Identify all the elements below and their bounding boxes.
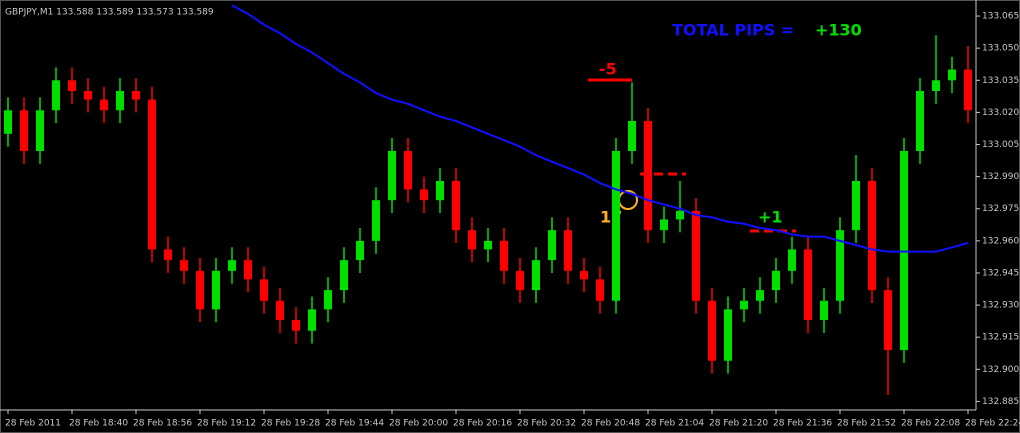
candle-body xyxy=(900,150,908,351)
candle-body xyxy=(356,240,364,261)
candle-body xyxy=(292,320,300,331)
x-tick-label: 28 Feb 22:24 xyxy=(965,419,1020,429)
candle-body xyxy=(756,290,764,301)
candle-body xyxy=(868,180,876,291)
y-tick-label: 133.005 xyxy=(982,140,1019,150)
x-tick-label: 28 Feb 18:56 xyxy=(133,419,192,429)
x-tick-label: 28 Feb 19:28 xyxy=(261,419,320,429)
x-tick-label: 28 Feb 21:36 xyxy=(773,419,832,429)
candle-body xyxy=(388,150,396,201)
y-tick-label: 133.050 xyxy=(982,44,1019,54)
candle-body xyxy=(372,200,380,241)
candle-body xyxy=(468,230,476,250)
candle-body xyxy=(708,300,716,361)
y-tick-label: 133.035 xyxy=(982,76,1019,86)
x-tick-label: 28 Feb 19:12 xyxy=(197,419,256,429)
candle-body xyxy=(772,270,780,291)
total-label: TOTAL PIPS = xyxy=(672,21,794,40)
y-tick-label: 132.945 xyxy=(982,268,1019,278)
candle-body xyxy=(836,230,844,301)
x-tick-label: 28 Feb 22:08 xyxy=(901,419,960,429)
candle-body xyxy=(228,260,236,271)
x-tick-label: 28 Feb 2011 xyxy=(5,419,61,429)
x-tick-label: 28 Feb 21:04 xyxy=(645,419,704,429)
candle-body xyxy=(4,110,12,134)
y-tick-label: 133.020 xyxy=(982,108,1019,118)
total-value: +130 xyxy=(815,21,862,40)
y-tick-label: 132.960 xyxy=(982,236,1019,246)
candle-body xyxy=(532,260,540,291)
candle-body xyxy=(628,120,636,151)
candle-body xyxy=(36,110,44,151)
candle-body xyxy=(660,219,668,231)
candle-body xyxy=(548,230,556,261)
loss-label: -5 xyxy=(599,60,617,79)
x-tick-label: 28 Feb 18:40 xyxy=(69,419,128,429)
moving-average xyxy=(231,4,969,253)
x-tick-label: 28 Feb 21:52 xyxy=(837,419,896,429)
y-tick-label: 132.900 xyxy=(982,365,1019,375)
candle-body xyxy=(884,290,892,351)
candle-body xyxy=(212,270,220,310)
candle-body xyxy=(276,300,284,321)
candle-body xyxy=(692,210,700,301)
candle-body xyxy=(84,90,92,100)
candle-body xyxy=(820,300,828,321)
candle-body xyxy=(612,150,620,301)
candle-body xyxy=(484,240,492,250)
candle-body xyxy=(932,80,940,91)
candle-body xyxy=(788,249,796,271)
candle-body xyxy=(964,69,972,111)
candle-body xyxy=(852,180,860,231)
candle-body xyxy=(196,270,204,310)
candle-body xyxy=(68,80,76,91)
candle-body xyxy=(324,290,332,310)
candle-body xyxy=(132,90,140,100)
x-tick-label: 28 Feb 20:32 xyxy=(517,419,576,429)
candle-body xyxy=(100,99,108,111)
y-tick-label: 132.990 xyxy=(982,172,1019,182)
x-tick-label: 28 Feb 21:20 xyxy=(709,419,768,429)
candle-body xyxy=(340,260,348,291)
y-tick-label: 132.930 xyxy=(982,301,1019,311)
candle-body xyxy=(308,309,316,331)
y-tick-label: 132.915 xyxy=(982,333,1019,343)
candle-body xyxy=(724,309,732,361)
candle-body xyxy=(564,230,572,271)
candle-body xyxy=(452,180,460,231)
y-tick-label: 133.065 xyxy=(982,12,1019,22)
candle-body xyxy=(516,270,524,291)
candle-body xyxy=(500,240,508,271)
candle-body xyxy=(52,80,60,111)
candle-body xyxy=(260,279,268,301)
candle-body xyxy=(916,90,924,151)
candle-body xyxy=(948,69,956,81)
candle-body xyxy=(404,150,412,190)
candle-body xyxy=(20,110,28,151)
candle-body xyxy=(436,180,444,201)
candle-body xyxy=(804,249,812,321)
x-tick-label: 28 Feb 19:44 xyxy=(325,419,384,429)
candle-body xyxy=(164,249,172,261)
candle-body xyxy=(116,90,124,111)
candle-body xyxy=(244,260,252,280)
x-tick-label: 28 Feb 20:16 xyxy=(453,419,512,429)
gain-label: +1 xyxy=(758,208,783,227)
candle-body xyxy=(644,120,652,231)
x-tick-label: 28 Feb 20:00 xyxy=(389,419,448,429)
candle-body xyxy=(676,210,684,220)
chart-title: GBPJPY,M1 133.588 133.589 133.573 133.58… xyxy=(5,8,214,18)
candle-body xyxy=(740,300,748,310)
candle-body xyxy=(580,270,588,280)
y-tick-label: 132.975 xyxy=(982,204,1019,214)
candle-body xyxy=(148,99,156,250)
candle-body xyxy=(420,189,428,201)
x-tick-label: 28 Feb 20:48 xyxy=(581,419,640,429)
y-tick-label: 132.885 xyxy=(982,397,1019,407)
candle-body xyxy=(596,279,604,301)
candle-body xyxy=(180,260,188,271)
